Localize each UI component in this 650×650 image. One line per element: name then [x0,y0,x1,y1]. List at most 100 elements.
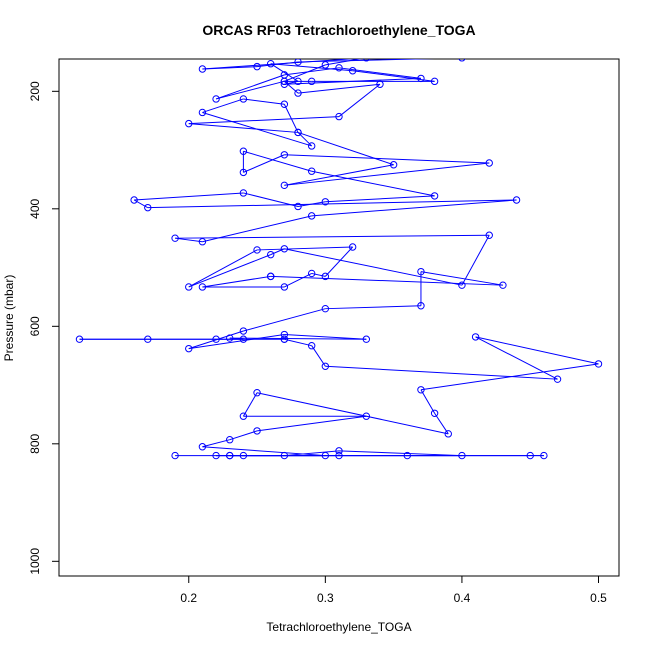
series-segment [175,237,203,243]
series-segment [134,192,244,201]
series-segment [284,164,394,186]
data-point [540,451,548,460]
data-point [430,77,439,86]
data-point [294,128,302,137]
series-segment [188,116,340,125]
data-point [485,231,493,239]
y-axis: 200 400 600 800 1000 [28,81,60,575]
series-segment [229,430,258,441]
series-segment [229,337,367,340]
data-point [198,238,207,246]
data-point [362,59,370,62]
series-segment [215,80,285,100]
series-segment [284,154,490,164]
series-segment [325,195,435,203]
series-segment [338,67,422,79]
data-point [294,89,302,97]
data-point [376,80,384,88]
series-segment [284,162,490,186]
y-axis-title: Pressure (mbar) [2,275,16,362]
series-segment [475,336,558,380]
data-point [144,203,152,212]
series-segment [311,345,326,367]
series-segment [243,192,299,207]
x-tick-label: 0.3 [317,591,334,605]
data-point [280,245,289,253]
series-segment [257,246,353,251]
data-point [267,60,275,68]
data-point [348,243,357,251]
x-tick-label: 0.2 [180,591,197,605]
series-segment [188,249,258,288]
data-point [526,451,534,460]
data-point [471,333,480,341]
series-segment [202,66,258,70]
series-segment [297,201,326,207]
y-tick-label: 200 [28,81,42,101]
data-point [75,335,84,343]
data-point [321,304,330,313]
series-segment [284,272,312,288]
data-point [171,451,179,460]
data-point [362,412,371,420]
plot-area-frame [58,58,620,577]
data-point [239,327,248,335]
data-point [144,335,152,343]
data-point [130,196,138,204]
data-point [253,427,261,435]
data-point [417,302,425,310]
data-point [267,250,275,259]
series-segment [256,392,449,435]
data-point [171,234,179,242]
data-point [307,167,316,175]
series-segment [284,334,367,340]
data-point [280,335,289,343]
data-point [458,281,466,289]
data-point [417,74,425,83]
data-point [348,67,357,75]
series-segment [461,235,490,286]
series-segment [420,389,436,414]
data-point [212,451,220,460]
series-segment [256,415,367,432]
data-point [239,335,248,343]
series-segment [188,123,299,133]
data-point [226,451,234,460]
series-segment [215,74,285,100]
data-point [212,95,220,103]
data-point [253,62,261,71]
y-tick-label: 600 [28,316,42,336]
data-point [321,61,330,69]
series-segment [311,170,435,197]
data-point [430,409,439,417]
data-point [417,386,425,394]
data-point [239,451,248,460]
series-segment [243,98,285,105]
y-tick-label: 800 [28,433,42,453]
x-axis-title: Tetrachloroethylene_TOGA [266,620,411,634]
points-group [75,59,603,460]
series-segment [325,59,363,66]
data-point [321,272,330,281]
data-point [253,389,261,397]
series-segment [325,305,421,310]
x-tick-label: 0.4 [454,591,471,605]
data-point [499,281,507,289]
data-point [239,189,248,197]
data-point [458,59,466,62]
series-segment [420,271,503,286]
data-point [307,77,316,86]
chart-title: ORCAS RF03 Tetrachloroethylene_TOGA [202,22,475,38]
data-point [294,77,302,86]
data-point [198,108,207,117]
data-point [239,95,248,103]
data-point [335,447,343,455]
data-point [185,344,193,353]
data-point [198,65,207,73]
data-point [198,283,207,291]
data-point [403,451,411,460]
data-point [512,196,521,204]
series-segment [243,150,312,172]
series-segment [324,246,354,277]
data-point [280,100,289,108]
